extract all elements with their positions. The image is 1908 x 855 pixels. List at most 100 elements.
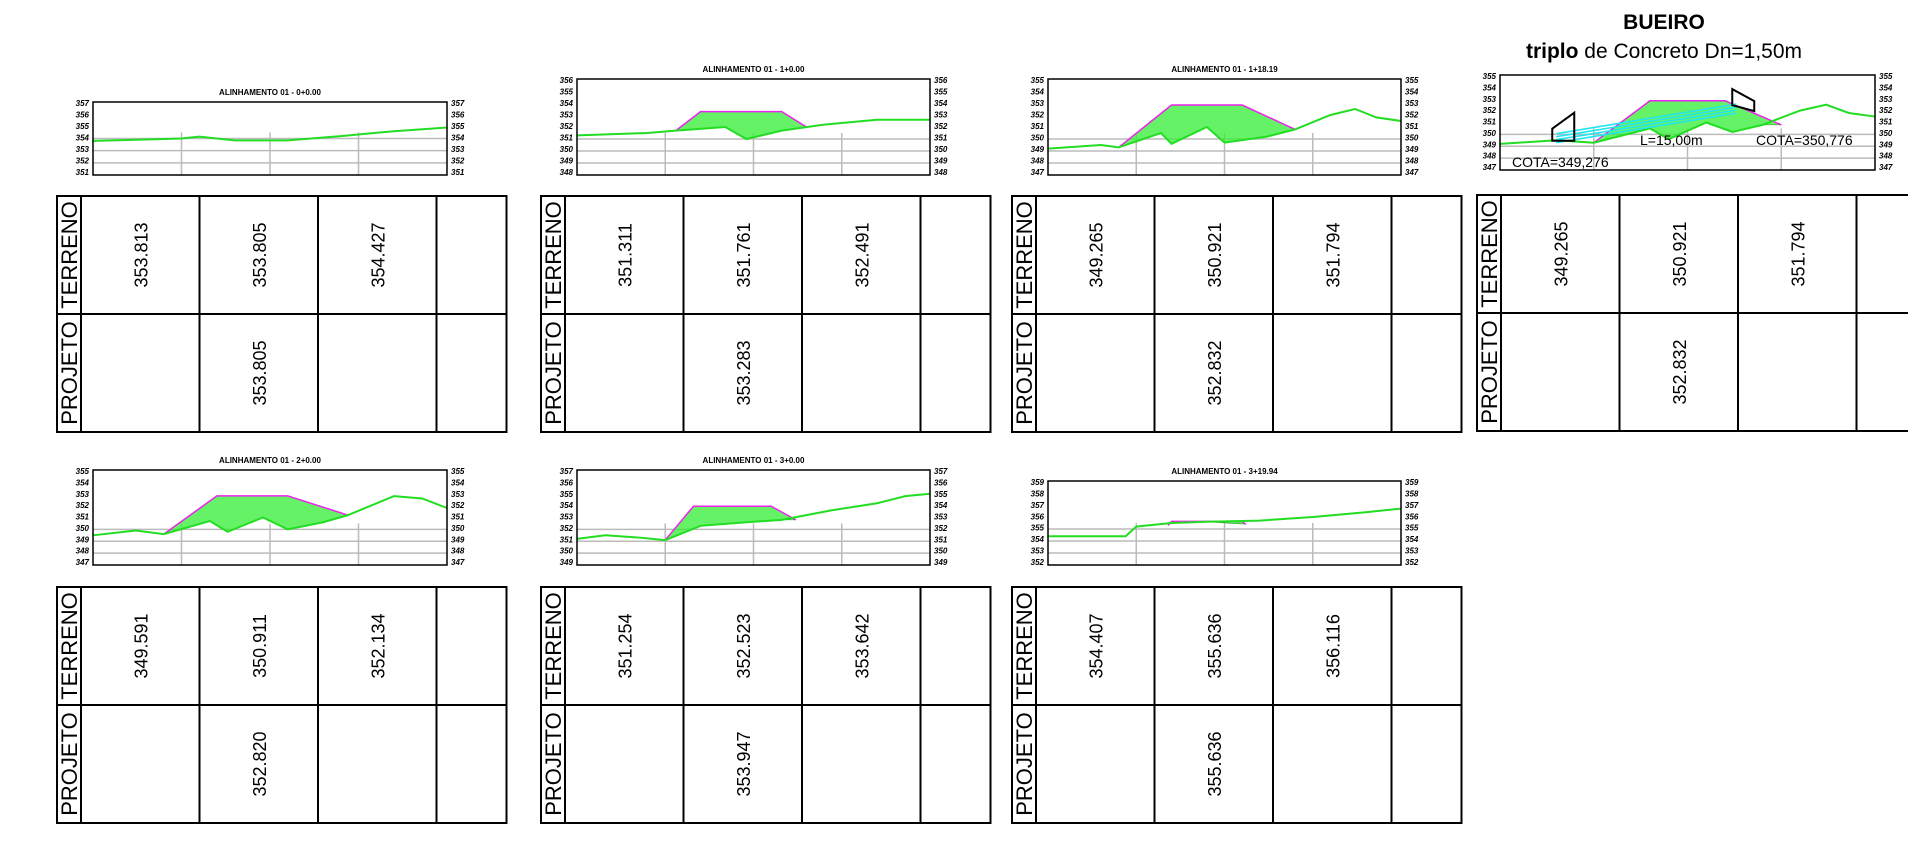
elevation-tick-right: 348 bbox=[1879, 152, 1893, 161]
culvert-line bbox=[1556, 106, 1737, 138]
elevation-tick-right: 355 bbox=[934, 88, 948, 97]
terreno-value: 353.813 bbox=[131, 222, 151, 287]
elevation-tick-right: 351 bbox=[451, 168, 465, 177]
elevation-tick-right: 350 bbox=[1405, 134, 1419, 143]
elevation-tick-left: 357 bbox=[560, 467, 574, 476]
elevation-tick-left: 353 bbox=[1031, 99, 1045, 108]
elevation-tick-left: 348 bbox=[76, 547, 90, 556]
elevation-tick-left: 353 bbox=[560, 513, 574, 522]
elevation-tick-left: 354 bbox=[1483, 83, 1497, 92]
section-frame bbox=[1047, 480, 1402, 566]
terreno-value: 351.794 bbox=[1323, 222, 1343, 287]
elevation-tick-right: 351 bbox=[934, 535, 948, 544]
elevation-tick-right: 350 bbox=[451, 524, 465, 533]
elevation-tick-left: 355 bbox=[1031, 76, 1045, 85]
elevation-tick-left: 350 bbox=[560, 547, 574, 556]
elevation-tick-left: 351 bbox=[560, 535, 574, 544]
elevation-tick-right: 347 bbox=[451, 558, 465, 567]
terreno-value: 351.794 bbox=[1788, 221, 1808, 286]
elevation-tick-right: 348 bbox=[1405, 157, 1419, 166]
elevation-tick-right: 355 bbox=[1405, 524, 1419, 533]
elevation-table: TERRENO 351.254 352.523 353.642 PROJETO 353.9… bbox=[540, 586, 992, 824]
terrain-line bbox=[576, 492, 931, 542]
terrain-line bbox=[92, 495, 448, 537]
elevation-tick-left: 353 bbox=[76, 490, 90, 499]
elevation-tick-left: 357 bbox=[1031, 501, 1045, 510]
elevation-table: TERRENO 353.813 353.805 354.427 PROJETO 353.8… bbox=[56, 195, 508, 433]
projeto-value: 353.805 bbox=[250, 340, 270, 405]
grid-lines bbox=[1500, 128, 1875, 170]
row-label-projeto: PROJETO bbox=[57, 321, 82, 425]
drawing-header: BUEIRO triplo de Concreto Dn=1,50m bbox=[1526, 11, 1802, 63]
elevation-tick-left: 349 bbox=[76, 535, 90, 544]
elevation-tick-left: 358 bbox=[1031, 489, 1045, 498]
elevation-tick-left: 352 bbox=[76, 157, 90, 166]
elevation-tick-left: 352 bbox=[1031, 111, 1045, 120]
row-label-projeto: PROJETO bbox=[1012, 321, 1037, 425]
culvert-headwall-right bbox=[1731, 87, 1756, 113]
elevation-tick-right: 356 bbox=[451, 111, 465, 120]
elevation-tick-right: 348 bbox=[934, 168, 948, 177]
section-frame bbox=[576, 469, 931, 566]
elevation-tick-right: 354 bbox=[934, 99, 948, 108]
row-label-projeto: PROJETO bbox=[541, 321, 566, 425]
elevation-tick-right: 352 bbox=[451, 501, 465, 510]
elevation-tick-left: 356 bbox=[560, 478, 574, 487]
header-title: BUEIRO bbox=[1623, 11, 1705, 34]
elevation-tick-left: 348 bbox=[1483, 152, 1497, 161]
elevation-tick-right: 347 bbox=[1405, 168, 1419, 177]
culvert-line bbox=[1556, 109, 1737, 141]
terrain-line bbox=[1499, 103, 1876, 145]
section-title: ALINHAMENTO 01 - 3+19.94 bbox=[1171, 467, 1278, 476]
projeto-value: 352.820 bbox=[250, 731, 270, 796]
terrain-line bbox=[1047, 107, 1402, 150]
terreno-value: 354.427 bbox=[368, 222, 388, 287]
terreno-value: 355.636 bbox=[1205, 613, 1225, 678]
elevation-tick-left: 352 bbox=[560, 524, 574, 533]
elevation-tick-right: 354 bbox=[451, 134, 465, 143]
elevation-tick-right: 354 bbox=[1405, 88, 1419, 97]
section-frame bbox=[92, 101, 448, 176]
elevation-tick-right: 353 bbox=[1405, 547, 1419, 556]
elevation-tick-left: 355 bbox=[560, 88, 574, 97]
terreno-value: 349.265 bbox=[1551, 221, 1571, 286]
elevation-tick-left: 347 bbox=[1031, 168, 1045, 177]
elevation-tick-right: 354 bbox=[1879, 83, 1893, 92]
elevation-table: TERRENO 351.311 351.761 352.491 PROJETO 353.2… bbox=[540, 195, 992, 433]
elevation-tick-right: 349 bbox=[934, 558, 948, 567]
section-frame bbox=[576, 78, 931, 176]
projeto-value: 353.283 bbox=[734, 340, 754, 405]
row-label-terreno: TERRENO bbox=[541, 592, 566, 700]
elevation-tick-left: 353 bbox=[76, 145, 90, 154]
elevation-tick-right: 352 bbox=[1879, 106, 1893, 115]
grid-lines bbox=[577, 133, 930, 175]
elevation-tick-right: 353 bbox=[1405, 99, 1419, 108]
row-label-projeto: PROJETO bbox=[541, 712, 566, 816]
elevation-tick-right: 355 bbox=[1405, 76, 1419, 85]
terrain-line bbox=[92, 126, 448, 142]
header-subtitle-bold: triplo bbox=[1526, 40, 1579, 63]
row-label-terreno: TERRENO bbox=[541, 201, 566, 309]
elevation-tick-left: 353 bbox=[560, 111, 574, 120]
elevation-tick-left: 354 bbox=[560, 501, 574, 510]
projeto-value: 355.636 bbox=[1205, 731, 1225, 796]
elevation-tick-left: 349 bbox=[1483, 140, 1497, 149]
elevation-tick-right: 351 bbox=[451, 513, 465, 522]
terreno-value: 350.911 bbox=[250, 614, 270, 678]
elevation-tick-right: 347 bbox=[1879, 163, 1893, 172]
elevation-tick-right: 356 bbox=[934, 478, 948, 487]
elevation-tick-left: 351 bbox=[76, 168, 90, 177]
terreno-value: 350.921 bbox=[1670, 221, 1690, 286]
culvert-line bbox=[1556, 103, 1737, 135]
elevation-tick-left: 355 bbox=[76, 467, 90, 476]
terrain-line bbox=[1048, 507, 1402, 538]
section-frame bbox=[1499, 74, 1876, 171]
elevation-tick-right: 357 bbox=[451, 99, 465, 108]
road-profile-line bbox=[675, 110, 807, 132]
elevation-tick-left: 355 bbox=[1031, 524, 1045, 533]
terreno-value: 351.761 bbox=[734, 222, 754, 287]
elevation-tick-left: 351 bbox=[560, 134, 574, 143]
row-label-projeto: PROJETO bbox=[1012, 712, 1037, 816]
culvert-cota-left: COTA=349,276 bbox=[1512, 154, 1609, 170]
